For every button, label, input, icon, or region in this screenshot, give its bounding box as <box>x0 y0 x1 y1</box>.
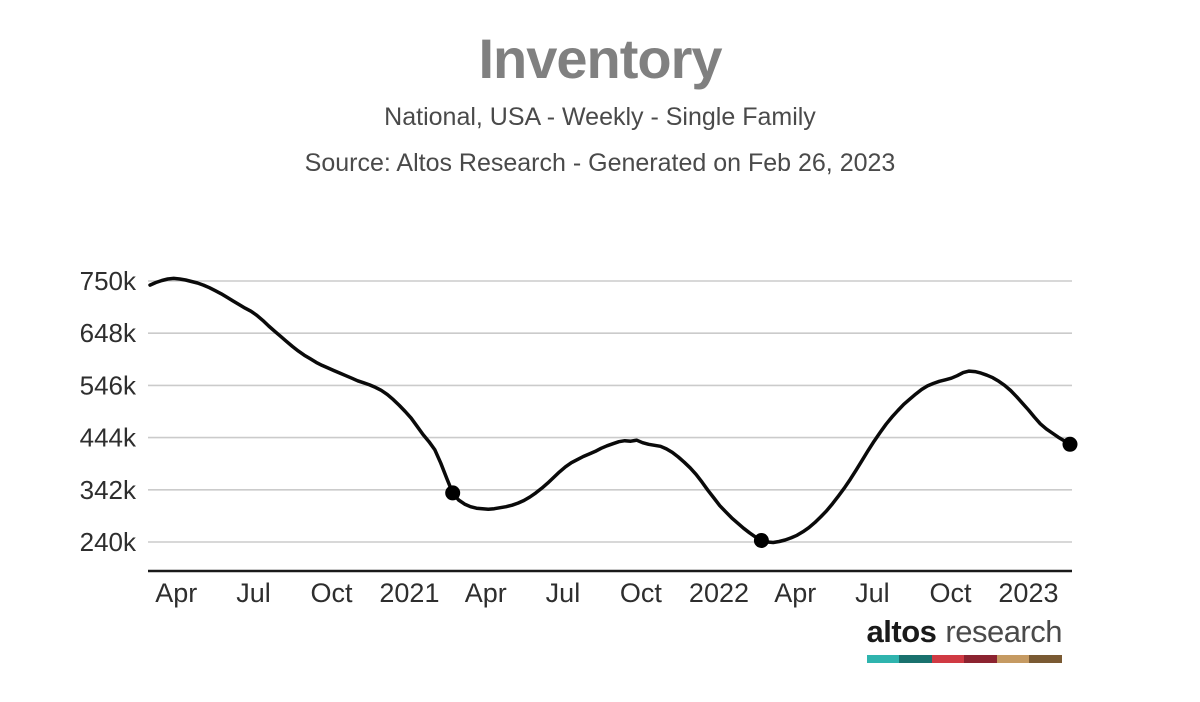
x-tick-label: Oct <box>310 578 353 608</box>
inventory-chart-page: Inventory National, USA - Weekly - Singl… <box>0 26 1200 663</box>
y-tick-label: 342k <box>80 475 137 505</box>
x-tick-label: Apr <box>465 578 507 608</box>
y-tick-label: 240k <box>80 527 137 557</box>
chart-source-note: Source: Altos Research - Generated on Fe… <box>304 149 896 177</box>
logo-stripe-segment <box>1029 655 1062 663</box>
y-tick-label: 444k <box>80 423 137 453</box>
x-tick-label: Jul <box>546 578 581 608</box>
data-point-marker <box>753 533 769 548</box>
x-tick-label: 2021 <box>379 578 439 608</box>
logo-stripe-segment <box>899 655 932 663</box>
data-point-marker <box>445 485 461 501</box>
x-tick-label: Apr <box>774 578 816 608</box>
chart-title: Inventory <box>478 27 722 90</box>
logo-color-stripe <box>866 655 1062 663</box>
altos-research-logo: altos research <box>866 614 1063 663</box>
y-tick-label: 546k <box>80 370 137 400</box>
chart-subtitle: National, USA - Weekly - Single Family <box>384 103 816 131</box>
logo-stripe-segment <box>996 655 1030 663</box>
inventory-line-chart: 750k 648k 546k 444k 342k 240k Apr Jul Oct 2021 Apr… <box>80 266 1078 608</box>
x-tick-label: 2023 <box>998 578 1058 608</box>
x-tick-label: Jul <box>236 578 271 608</box>
logo-stripe-segment <box>931 655 965 663</box>
data-point-marker <box>1062 436 1078 452</box>
x-tick-label: Oct <box>620 578 663 608</box>
logo-brand-altos: altos <box>866 614 937 649</box>
y-tick-label: 648k <box>80 318 137 348</box>
logo-stripe-segment <box>964 655 997 663</box>
x-tick-label: Oct <box>929 578 972 608</box>
logo-wordmark: altos research <box>866 614 1063 650</box>
logo-stripe-segment <box>866 655 900 663</box>
x-tick-label: 2022 <box>689 578 749 608</box>
y-tick-label: 750k <box>80 266 137 296</box>
logo-brand-research: research <box>945 614 1062 649</box>
inventory-line <box>148 276 1072 545</box>
x-tick-label: Jul <box>855 578 890 608</box>
x-tick-label: Apr <box>155 578 197 608</box>
